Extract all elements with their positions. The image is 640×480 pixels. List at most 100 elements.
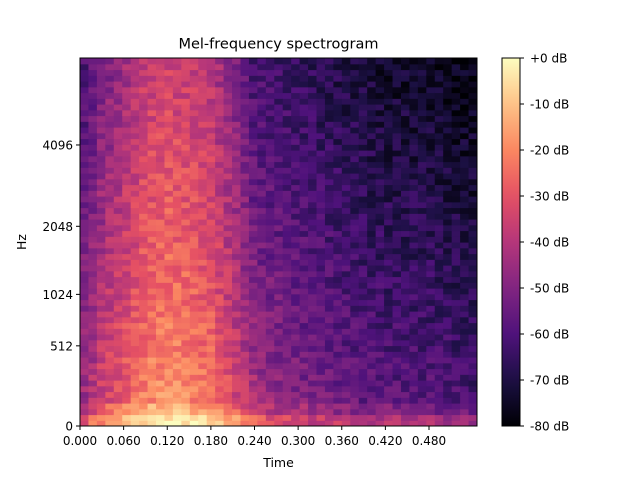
heatmap-cell	[333, 167, 343, 174]
heatmap-cell	[341, 357, 351, 364]
heatmap-cell	[265, 345, 275, 352]
colorbar-tick-label: +0 dB	[530, 52, 567, 66]
heatmap-cell	[375, 58, 385, 65]
heatmap-cell	[434, 150, 444, 157]
heatmap-cell	[240, 167, 250, 174]
heatmap-cell	[105, 161, 115, 168]
heatmap-cell	[164, 293, 174, 301]
heatmap-cell	[333, 385, 343, 393]
heatmap-cell	[460, 299, 470, 306]
heatmap-cell	[443, 109, 453, 117]
heatmap-cell	[80, 374, 90, 381]
heatmap-cell	[299, 190, 309, 197]
heatmap-cell	[324, 305, 335, 312]
heatmap-cell	[206, 184, 216, 191]
heatmap-cell	[308, 385, 318, 393]
heatmap-cell	[257, 242, 267, 249]
heatmap-cell	[434, 161, 444, 168]
heatmap-cell	[232, 155, 242, 163]
heatmap-cell	[392, 121, 402, 128]
heatmap-cell	[358, 334, 368, 341]
heatmap-cell	[189, 184, 199, 191]
heatmap-cell	[282, 190, 292, 197]
heatmap-cell	[223, 109, 233, 117]
heatmap-cell	[409, 219, 419, 226]
heatmap-cell	[172, 357, 182, 364]
heatmap-cell	[232, 219, 242, 226]
heatmap-cell	[122, 167, 132, 174]
heatmap-cell	[223, 316, 233, 324]
heatmap-cell	[265, 155, 275, 163]
heatmap-cell	[105, 173, 115, 180]
heatmap-cell	[299, 328, 309, 335]
heatmap-cell	[341, 144, 351, 151]
heatmap-cell	[189, 403, 199, 410]
heatmap-cell	[232, 144, 242, 151]
heatmap-cell	[164, 242, 174, 249]
heatmap-cell	[299, 63, 309, 71]
colorbar-tick-label: -10 dB	[530, 98, 569, 112]
heatmap-cell	[392, 345, 402, 352]
heatmap-cell	[400, 288, 411, 295]
heatmap-cell	[223, 328, 233, 335]
heatmap-cell	[181, 58, 191, 65]
heatmap-cell	[248, 276, 258, 283]
heatmap-cell	[291, 178, 301, 186]
heatmap-cell	[350, 328, 360, 335]
heatmap-cell	[451, 385, 461, 393]
heatmap-cell	[181, 316, 191, 324]
heatmap-cell	[308, 380, 318, 387]
heatmap-cell	[265, 242, 275, 249]
heatmap-cell	[384, 213, 394, 220]
heatmap-cell	[324, 81, 335, 88]
heatmap-cell	[316, 334, 326, 341]
heatmap-cell	[282, 63, 292, 71]
heatmap-cell	[257, 368, 267, 375]
heatmap-cell	[172, 109, 182, 117]
heatmap-cell	[232, 58, 242, 65]
heatmap-cell	[265, 190, 275, 197]
heatmap-cell	[181, 190, 191, 197]
heatmap-cell	[113, 213, 123, 220]
heatmap-cell	[198, 138, 208, 145]
heatmap-cell	[223, 213, 233, 220]
heatmap-cell	[265, 115, 275, 122]
heatmap-cell	[417, 236, 427, 243]
heatmap-cell	[215, 334, 225, 341]
heatmap-cell	[468, 104, 477, 111]
heatmap-cell	[367, 224, 377, 232]
heatmap-cell	[451, 224, 461, 232]
heatmap-cell	[105, 270, 115, 278]
heatmap-cell	[80, 144, 90, 151]
heatmap-cell	[147, 374, 157, 381]
heatmap-cell	[282, 109, 292, 117]
heatmap-cell	[426, 167, 436, 174]
heatmap-cell	[96, 63, 106, 71]
heatmap-cell	[215, 247, 225, 255]
heatmap-cell	[223, 224, 233, 232]
heatmap-cell	[282, 173, 292, 180]
heatmap-cell	[426, 299, 436, 306]
heatmap-cell	[113, 385, 123, 393]
heatmap-cell	[460, 380, 470, 387]
heatmap-cell	[308, 58, 318, 65]
heatmap-cell	[122, 63, 132, 71]
heatmap-cell	[265, 213, 275, 220]
heatmap-cell	[232, 408, 242, 416]
heatmap-cell	[426, 334, 436, 341]
heatmap-cell	[367, 121, 377, 128]
heatmap-cell	[291, 132, 301, 140]
heatmap-cell	[189, 81, 199, 88]
heatmap-cell	[172, 81, 182, 88]
heatmap-cell	[156, 357, 166, 364]
heatmap-cell	[468, 132, 477, 140]
heatmap-cell	[88, 316, 98, 324]
heatmap-cell	[308, 184, 318, 191]
heatmap-cell	[468, 138, 477, 145]
heatmap-cell	[358, 75, 368, 82]
heatmap-cell	[468, 242, 477, 249]
heatmap-cell	[80, 414, 90, 421]
heatmap-cell	[189, 150, 199, 157]
heatmap-cell	[375, 132, 385, 140]
heatmap-cell	[460, 230, 470, 237]
